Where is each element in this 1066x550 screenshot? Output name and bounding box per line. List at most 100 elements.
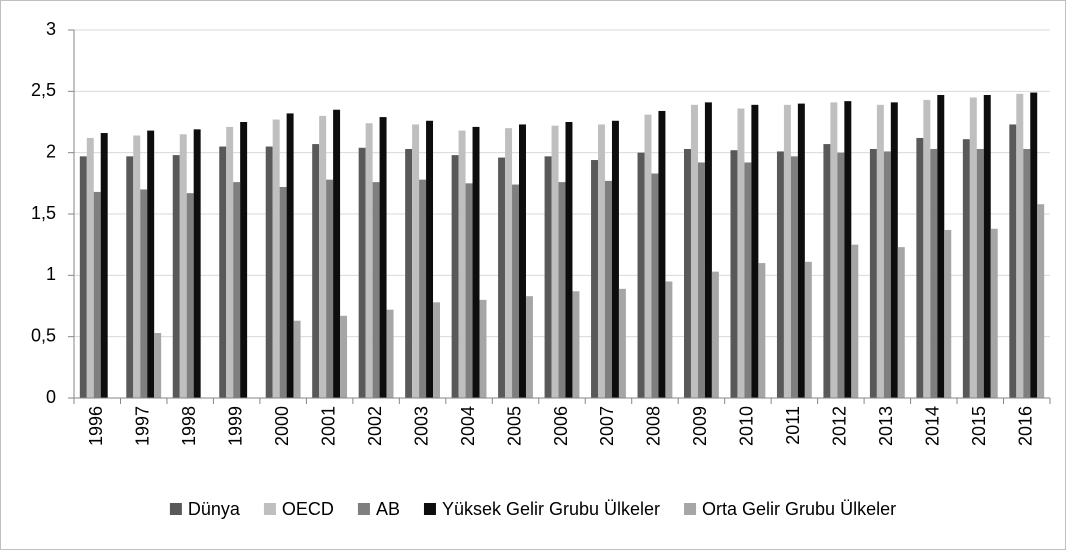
bar	[458, 130, 466, 398]
bar	[272, 119, 280, 399]
bar	[333, 109, 341, 398]
bar	[551, 125, 559, 399]
bar	[990, 228, 998, 398]
bar	[465, 183, 473, 398]
bar	[100, 133, 108, 399]
bar	[658, 110, 666, 399]
bar	[93, 191, 101, 398]
x-tick-label: 2011	[783, 406, 803, 445]
bar	[783, 104, 791, 399]
bar	[419, 179, 427, 398]
bar	[172, 155, 180, 398]
x-tick-label: 2009	[690, 406, 710, 446]
bar	[312, 144, 320, 398]
x-tick-label: 2000	[272, 406, 292, 446]
bar	[591, 160, 599, 398]
bar	[186, 193, 194, 398]
bar	[697, 162, 705, 398]
legend-marker	[423, 503, 436, 515]
bar	[154, 332, 162, 398]
x-tick-label: 2001	[318, 406, 338, 446]
bar	[937, 95, 945, 398]
bar	[426, 120, 434, 399]
bar	[565, 122, 573, 398]
bar	[804, 261, 812, 398]
bar	[365, 123, 373, 398]
bar	[558, 182, 566, 398]
x-tick-label: 2005	[504, 406, 524, 446]
y-tick-label: 3	[46, 19, 56, 39]
bar	[126, 156, 134, 398]
bar	[684, 148, 691, 398]
bar	[412, 124, 420, 398]
bar	[776, 151, 784, 398]
bar	[797, 103, 805, 398]
legend-label: Yüksek Gelir Grubu Ülkeler	[442, 499, 660, 519]
x-tick-label: 2010	[737, 406, 757, 446]
y-tick-label: 2	[46, 141, 56, 161]
x-tick-label: 2015	[969, 406, 989, 446]
bar	[969, 97, 977, 398]
bar	[147, 130, 155, 398]
bar	[611, 120, 619, 399]
bar	[916, 137, 924, 399]
x-tick-label: 2004	[458, 406, 478, 446]
bar	[665, 281, 673, 398]
bar	[869, 148, 877, 398]
bar	[751, 104, 759, 399]
bar	[844, 101, 852, 398]
bar	[983, 95, 991, 398]
bar	[512, 184, 520, 398]
bar	[790, 156, 798, 398]
bar	[1037, 204, 1045, 398]
bar	[944, 229, 952, 398]
legend-marker	[263, 503, 276, 515]
x-tick-label: 2013	[876, 406, 896, 446]
bar	[923, 99, 931, 399]
legend-label: Dünya	[188, 499, 241, 519]
y-tick-label: 1,5	[31, 203, 56, 223]
x-tick-label: 2012	[830, 406, 850, 446]
bar	[962, 139, 970, 398]
legend-label: OECD	[282, 499, 334, 519]
legend-marker	[357, 503, 370, 515]
bar	[405, 148, 413, 398]
x-tick-label: 2003	[411, 406, 431, 446]
bar	[79, 156, 87, 398]
bar	[86, 137, 94, 399]
x-tick-label: 2006	[551, 406, 571, 446]
bar	[851, 244, 859, 398]
bar	[737, 108, 745, 399]
bar	[897, 247, 905, 398]
bar	[644, 114, 652, 398]
bar	[265, 146, 273, 398]
y-tick-label: 1	[46, 264, 56, 284]
bar	[326, 179, 334, 398]
legend-marker	[169, 503, 182, 515]
bar	[890, 102, 898, 398]
bar	[572, 291, 580, 398]
bar	[1023, 148, 1031, 398]
y-tick-label: 2,5	[31, 80, 56, 100]
bar	[837, 152, 845, 398]
bar	[140, 189, 148, 398]
x-tick-label: 1998	[179, 406, 199, 446]
bar	[386, 309, 394, 398]
bar	[233, 182, 241, 398]
bar	[279, 187, 287, 398]
bar	[598, 124, 605, 398]
bar	[823, 144, 831, 398]
bar	[637, 152, 645, 398]
x-tick-label: 2008	[644, 406, 664, 446]
bar	[451, 155, 459, 398]
bar	[133, 135, 141, 398]
x-tick-label: 2014	[923, 406, 943, 446]
x-tick-label: 1996	[86, 406, 106, 446]
bar	[319, 115, 327, 398]
legend-label: Orta Gelir Grubu Ülkeler	[702, 499, 896, 519]
bar	[219, 146, 227, 398]
bar	[519, 124, 526, 398]
bar	[498, 157, 506, 398]
bar	[1016, 93, 1024, 398]
